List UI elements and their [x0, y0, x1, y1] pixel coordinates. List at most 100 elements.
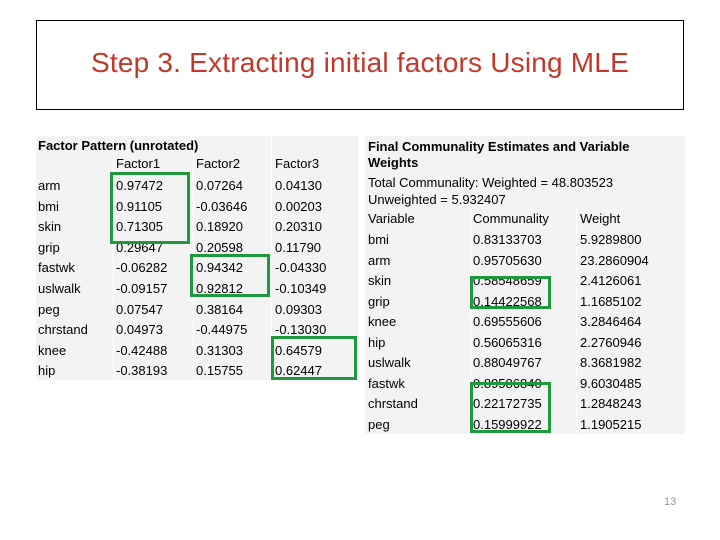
variable-name: knee	[38, 342, 67, 358]
factor-pattern-row: arm 0.97472 0.07264 0.04130	[36, 176, 358, 196]
variable-name: chrstand	[368, 396, 418, 411]
factor-value: 0.20310	[275, 219, 322, 235]
factor-value: -0.42488	[116, 342, 168, 358]
factor-value: 0.62447	[275, 363, 322, 379]
highlight-grip-communality	[470, 276, 551, 309]
factor-value: 0.64579	[275, 342, 322, 358]
factor-pattern-panel: Factor Pattern (unrotated) Factor1 Facto…	[36, 136, 358, 380]
factor-pattern-row: uslwalk -0.09157 0.92812 -0.10349	[36, 279, 358, 299]
weight-value: 2.2760946	[580, 334, 642, 350]
communality-value: 0.95705630	[473, 252, 542, 268]
factor-pattern-row: peg 0.07547 0.38164 0.09303	[36, 300, 358, 320]
communality-row: uslwalk 0.88049767 8.3681982	[365, 353, 685, 373]
variable-name: uslwalk	[368, 355, 411, 370]
weight-value: 5.9289800	[580, 232, 642, 247]
header-factor1: Factor1	[116, 156, 161, 171]
highlight-chrstand-peg-communality	[470, 382, 551, 433]
factor-value: 0.11790	[275, 239, 322, 255]
variable-name: bmi	[38, 198, 59, 214]
factor-pattern-row: knee -0.42488 0.31303 0.64579	[36, 341, 358, 361]
factor-value: 0.07264	[196, 178, 243, 193]
header-communality: Communality	[473, 211, 549, 226]
highlight-factor3	[271, 336, 357, 380]
factor-pattern-header-row: Factor1 Factor2 Factor3	[36, 154, 358, 174]
variable-name: grip	[368, 293, 390, 309]
weight-value: 8.3681982	[580, 355, 642, 370]
communality-row: hip 0.56065316 2.2760946	[365, 333, 685, 353]
variable-name: peg	[368, 416, 390, 432]
weight-value: 2.4126061	[580, 273, 642, 288]
title-box: Step 3. Extracting initial factors Using…	[36, 20, 684, 110]
factor-value: 0.09303	[275, 301, 322, 317]
weight-value: 9.6030485	[580, 375, 642, 391]
variable-name: hip	[368, 334, 386, 350]
communality-value: 0.22172735	[473, 396, 542, 411]
weight-value: 1.1685102	[580, 293, 642, 309]
variable-name: chrstand	[38, 322, 88, 338]
factor-value: 0.31303	[196, 342, 243, 358]
variable-name: grip	[38, 239, 60, 255]
highlight-factor1	[110, 172, 190, 244]
communality-value: 0.69555606	[473, 314, 542, 329]
header-factor2: Factor2	[196, 156, 241, 171]
factor-pattern-row: chrstand 0.04973 -0.44975 -0.13030	[36, 320, 358, 340]
communality-row: grip 0.14422568 1.1685102	[365, 292, 685, 312]
factor-pattern-title: Factor Pattern (unrotated)	[38, 138, 199, 153]
factor-pattern-row: skin 0.71305 0.18920 0.20310	[36, 217, 358, 237]
variable-name: uslwalk	[38, 281, 81, 296]
factor-pattern-row: hip -0.38193 0.15755 0.62447	[36, 361, 358, 381]
factor-value: -0.06282	[116, 260, 168, 276]
factor-value: -0.04330	[275, 260, 327, 276]
factor-value: 0.92812	[196, 281, 243, 296]
communality-row: bmi 0.83133703 5.9289800	[365, 230, 685, 250]
factor-value: 0.00203	[275, 198, 322, 214]
factor-value: -0.09157	[116, 281, 168, 296]
weight-value: 1.1905215	[580, 416, 642, 432]
factor-value: -0.13030	[275, 322, 327, 338]
variable-name: arm	[368, 252, 391, 268]
variable-name: bmi	[368, 232, 389, 247]
factor-value: 0.38164	[196, 301, 243, 317]
communality-title-line1: Final Communality Estimates and Variable	[368, 139, 630, 154]
header-variable: Variable	[368, 211, 415, 226]
weight-value: 1.2848243	[580, 396, 642, 411]
factor-value: -0.03646	[196, 198, 248, 214]
weight-value: 23.2860904	[580, 252, 649, 268]
factor-value: 0.15755	[196, 363, 243, 379]
header-factor3: Factor3	[275, 156, 320, 171]
factor-pattern-row: bmi 0.91105 -0.03646 0.00203	[36, 197, 358, 217]
factor-value: 0.20598	[196, 239, 243, 255]
total-communality-weighted: Total Communality: Weighted = 48.803523	[368, 175, 614, 190]
variable-name: skin	[38, 219, 62, 235]
factor-value: 0.94342	[196, 260, 243, 276]
variable-name: hip	[38, 363, 56, 379]
variable-name: skin	[368, 273, 392, 288]
header-weight: Weight	[580, 211, 621, 226]
communality-value: 0.15999922	[473, 416, 542, 432]
factor-value: 0.18920	[196, 219, 243, 235]
factor-value: -0.44975	[196, 322, 248, 338]
factor-value: 0.71305	[116, 219, 163, 235]
communality-panel: Final Communality Estimates and Variable…	[365, 136, 685, 434]
slide-title: Step 3. Extracting initial factors Using…	[91, 47, 629, 78]
communality-value: 0.14422568	[473, 293, 542, 309]
variable-name: peg	[38, 301, 60, 317]
page-number: 13	[664, 496, 677, 508]
communality-header-row: Variable Communality Weight	[365, 209, 685, 229]
factor-value: -0.38193	[116, 363, 168, 379]
variable-name: fastwk	[38, 260, 75, 276]
communality-value: 0.88049767	[473, 355, 542, 370]
communality-value: 0.56065316	[473, 334, 542, 350]
factor-value: -0.10349	[275, 281, 327, 296]
communality-value: 0.83133703	[473, 232, 542, 247]
factor-value: 0.97472	[116, 178, 163, 193]
factor-value: 0.07547	[116, 301, 163, 317]
highlight-factor2	[190, 254, 270, 297]
factor-value: 0.04973	[116, 322, 163, 338]
factor-pattern-row: grip 0.29647 0.20598 0.11790	[36, 238, 358, 258]
weight-value: 3.2846464	[580, 314, 642, 329]
variable-name: fastwk	[368, 375, 405, 391]
factor-value: 0.04130	[275, 178, 322, 193]
communality-row: chrstand 0.22172735 1.2848243	[365, 394, 685, 414]
factor-value: 0.91105	[116, 198, 163, 214]
